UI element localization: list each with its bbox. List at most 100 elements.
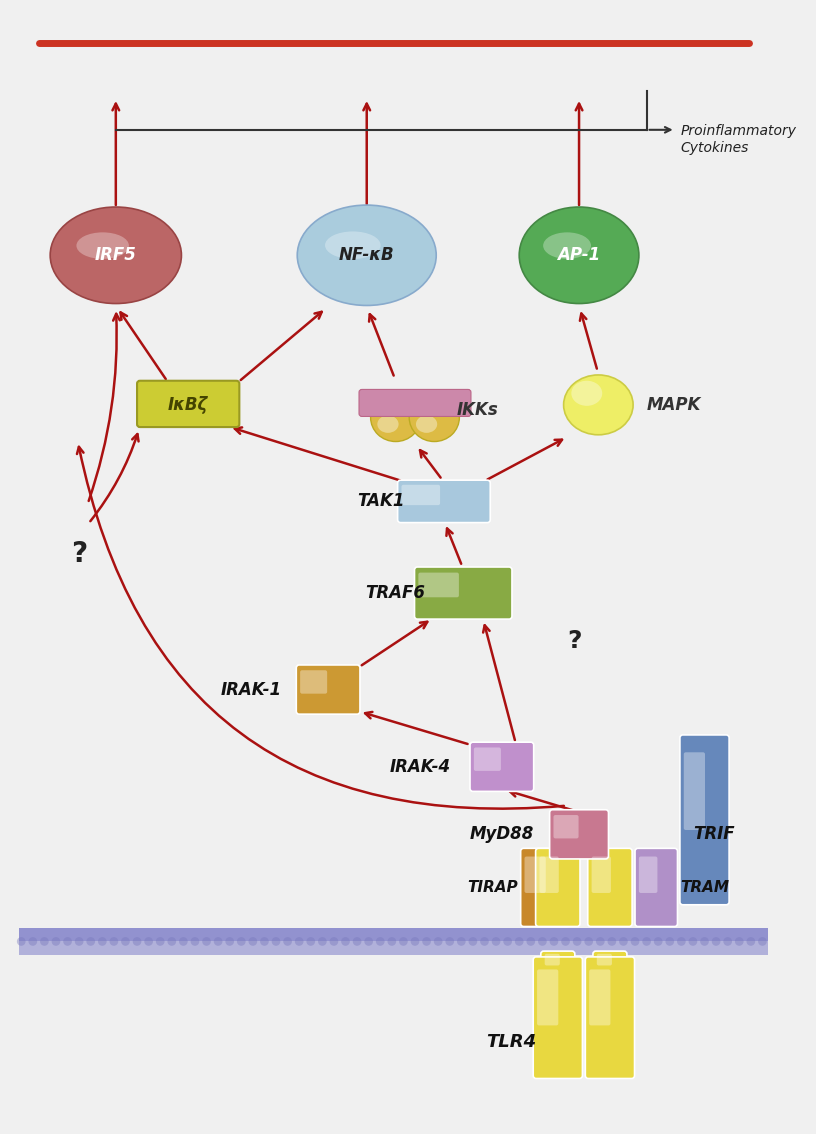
FancyBboxPatch shape (300, 670, 327, 694)
Text: ?: ? (567, 629, 582, 653)
Text: IRF5: IRF5 (95, 246, 137, 264)
Ellipse shape (341, 937, 350, 946)
Ellipse shape (377, 415, 398, 433)
Ellipse shape (51, 208, 181, 304)
Ellipse shape (584, 937, 593, 946)
Ellipse shape (191, 937, 199, 946)
FancyBboxPatch shape (296, 665, 360, 714)
Ellipse shape (307, 937, 315, 946)
Ellipse shape (364, 937, 373, 946)
Text: IRAK-1: IRAK-1 (220, 680, 282, 699)
Bar (20, 928, 768, 941)
Ellipse shape (677, 937, 685, 946)
Ellipse shape (179, 937, 188, 946)
Bar (20, 941, 768, 955)
FancyBboxPatch shape (537, 970, 558, 1025)
Ellipse shape (121, 937, 130, 946)
FancyBboxPatch shape (535, 848, 580, 926)
Ellipse shape (571, 381, 602, 406)
Ellipse shape (422, 937, 431, 946)
Ellipse shape (665, 937, 674, 946)
FancyBboxPatch shape (525, 856, 546, 892)
Ellipse shape (457, 937, 466, 946)
FancyBboxPatch shape (592, 856, 611, 892)
FancyBboxPatch shape (588, 848, 632, 926)
Ellipse shape (297, 205, 437, 305)
Ellipse shape (434, 937, 442, 946)
Ellipse shape (353, 937, 361, 946)
Ellipse shape (468, 937, 477, 946)
Ellipse shape (642, 937, 651, 946)
Ellipse shape (86, 937, 95, 946)
Text: TAK1: TAK1 (357, 492, 405, 510)
FancyBboxPatch shape (639, 856, 658, 892)
Ellipse shape (17, 937, 25, 946)
Ellipse shape (543, 232, 591, 259)
Ellipse shape (519, 208, 639, 304)
Ellipse shape (370, 393, 421, 441)
Ellipse shape (63, 937, 72, 946)
Ellipse shape (98, 937, 107, 946)
Text: TIRAP: TIRAP (467, 880, 517, 895)
Ellipse shape (249, 937, 257, 946)
Text: TRIF: TRIF (694, 826, 735, 844)
Text: Proinflammatory
Cytokines: Proinflammatory Cytokines (681, 125, 796, 154)
Ellipse shape (526, 937, 535, 946)
Ellipse shape (295, 937, 304, 946)
Ellipse shape (399, 937, 408, 946)
Ellipse shape (689, 937, 698, 946)
Text: MyD88: MyD88 (470, 826, 534, 844)
Text: IκBζ: IκBζ (168, 396, 208, 414)
Ellipse shape (260, 937, 268, 946)
FancyBboxPatch shape (553, 815, 579, 838)
FancyBboxPatch shape (589, 970, 610, 1025)
Ellipse shape (144, 937, 153, 946)
FancyBboxPatch shape (684, 752, 705, 830)
Ellipse shape (608, 937, 616, 946)
FancyBboxPatch shape (635, 848, 677, 926)
Ellipse shape (654, 937, 663, 946)
Ellipse shape (446, 937, 454, 946)
Ellipse shape (156, 937, 165, 946)
Ellipse shape (77, 232, 129, 259)
Ellipse shape (167, 937, 176, 946)
Ellipse shape (619, 937, 628, 946)
Ellipse shape (330, 937, 339, 946)
Ellipse shape (40, 937, 49, 946)
FancyBboxPatch shape (596, 954, 612, 965)
Text: TLR4: TLR4 (486, 1033, 537, 1051)
FancyBboxPatch shape (401, 484, 440, 505)
FancyBboxPatch shape (544, 954, 560, 965)
FancyBboxPatch shape (550, 810, 609, 858)
FancyBboxPatch shape (593, 951, 627, 974)
Text: AP-1: AP-1 (557, 246, 601, 264)
Ellipse shape (409, 393, 459, 441)
Ellipse shape (410, 937, 419, 946)
FancyBboxPatch shape (397, 480, 490, 523)
FancyBboxPatch shape (137, 381, 239, 428)
Text: TRAF6: TRAF6 (366, 584, 426, 602)
Ellipse shape (747, 937, 755, 946)
FancyBboxPatch shape (539, 856, 559, 892)
Ellipse shape (325, 231, 380, 259)
Text: ?: ? (71, 541, 87, 568)
Ellipse shape (538, 937, 547, 946)
Ellipse shape (550, 937, 558, 946)
Ellipse shape (700, 937, 709, 946)
FancyBboxPatch shape (521, 848, 570, 926)
Ellipse shape (29, 937, 38, 946)
Ellipse shape (596, 937, 605, 946)
Text: IKKs: IKKs (457, 400, 499, 418)
Ellipse shape (503, 937, 512, 946)
Ellipse shape (109, 937, 118, 946)
Text: MAPK: MAPK (646, 396, 701, 414)
Ellipse shape (225, 937, 234, 946)
FancyBboxPatch shape (415, 567, 512, 619)
Ellipse shape (564, 375, 633, 434)
Text: TRAM: TRAM (680, 880, 729, 895)
Ellipse shape (318, 937, 326, 946)
FancyBboxPatch shape (470, 742, 534, 792)
Ellipse shape (202, 937, 211, 946)
Ellipse shape (237, 937, 246, 946)
Ellipse shape (283, 937, 292, 946)
